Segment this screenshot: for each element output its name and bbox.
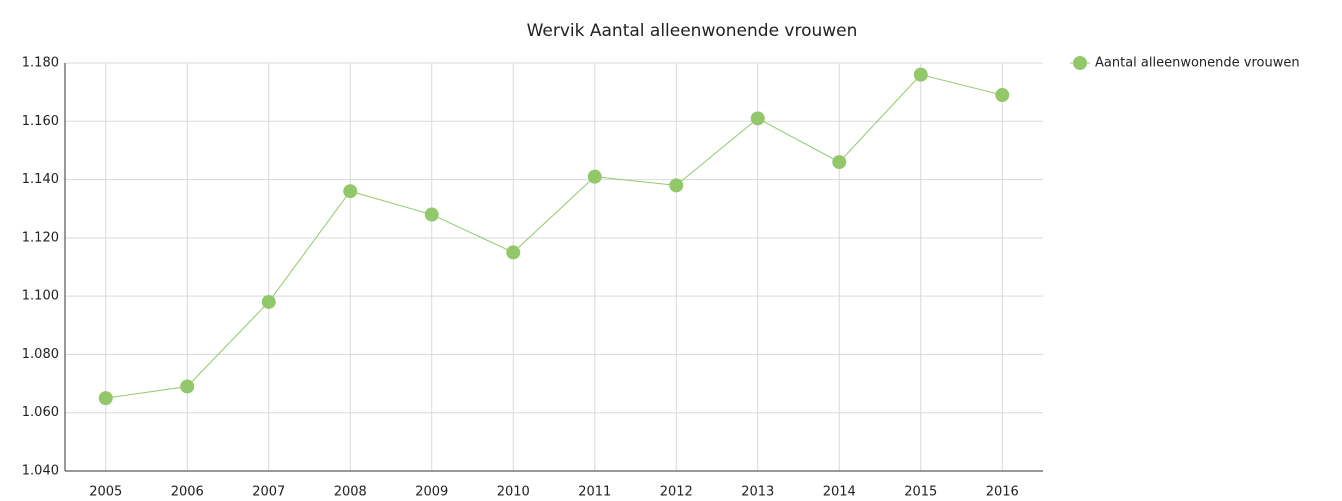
chart-title: Wervik Aantal alleenwonende vrouwen — [527, 21, 858, 41]
y-tick-label: 1.040 — [22, 464, 59, 479]
x-tick-label: 2011 — [578, 485, 611, 500]
data-point — [506, 245, 521, 260]
data-point — [424, 207, 439, 222]
series-line — [105, 74, 1003, 399]
data-point — [750, 111, 765, 126]
data-point — [180, 379, 195, 394]
data-point — [669, 178, 684, 193]
y-tick-label: 1.060 — [22, 405, 59, 420]
y-tick-label: 1.120 — [22, 230, 59, 245]
x-tick-label: 2016 — [986, 485, 1019, 500]
data-point — [913, 67, 928, 82]
x-tick-label: 2007 — [252, 485, 285, 500]
x-tick-label: 2013 — [741, 485, 774, 500]
x-tick-label: 2012 — [660, 485, 693, 500]
x-tick-label: 2015 — [904, 485, 937, 500]
x-tick-label: 2008 — [334, 485, 367, 500]
x-tick-label: 2010 — [497, 485, 530, 500]
legend-label: Aantal alleenwonende vrouwen — [1095, 56, 1300, 71]
y-tick-label: 1.180 — [22, 56, 59, 71]
x-tick-label: 2005 — [89, 485, 122, 500]
x-tick-label: 2006 — [171, 485, 204, 500]
y-tick-label: 1.100 — [22, 289, 59, 304]
y-tick-label: 1.140 — [22, 172, 59, 187]
data-point — [98, 391, 113, 406]
data-point — [995, 88, 1010, 103]
data-point — [261, 294, 276, 309]
x-tick-label: 2014 — [823, 485, 856, 500]
y-tick-label: 1.160 — [22, 114, 59, 129]
x-tick-label: 2009 — [415, 485, 448, 500]
legend-marker — [1073, 56, 1087, 70]
data-point — [832, 155, 847, 170]
data-point — [587, 169, 602, 184]
data-point — [343, 184, 358, 199]
y-tick-label: 1.080 — [22, 347, 59, 362]
